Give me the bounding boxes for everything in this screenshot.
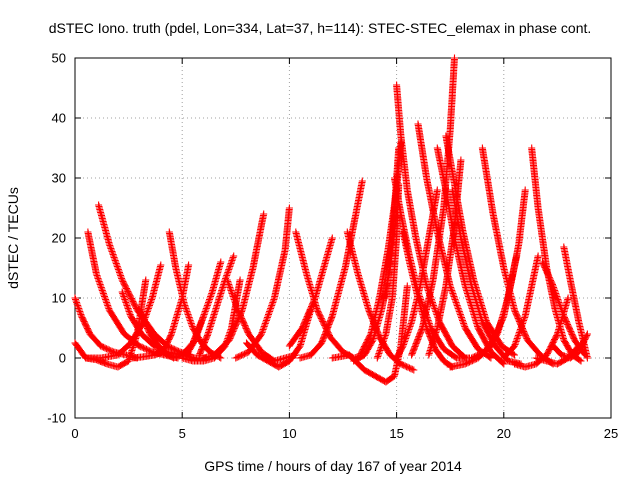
- data-point-markers: [200, 210, 268, 362]
- series-arc-12: [195, 252, 238, 359]
- data-point-markers: [532, 342, 583, 368]
- series-arc-11: [183, 258, 225, 359]
- data-point-markers: [195, 252, 238, 359]
- data-point-markers: [500, 252, 542, 362]
- x-tick-label: 10: [282, 426, 296, 441]
- axis-ticks: 0 5 10 15 20 25 -10 0 10 20 30 40 50: [47, 51, 618, 442]
- grid-lines: [75, 58, 611, 418]
- y-tick-label: 50: [52, 51, 66, 66]
- y-tick-label: 10: [52, 291, 66, 306]
- y-tick-label: 20: [52, 231, 66, 246]
- series-arc-14: [200, 210, 268, 362]
- y-tick-label: -10: [47, 411, 66, 426]
- data-point-markers: [183, 258, 225, 359]
- series-arc-5: [82, 276, 150, 371]
- data-point-markers: [82, 276, 150, 371]
- y-tick-label: 30: [52, 171, 66, 186]
- data-point-markers: [285, 234, 336, 350]
- x-tick-label: 5: [179, 426, 186, 441]
- x-axis-label: GPS time / hours of day 167 of year 2014: [204, 458, 462, 474]
- x-tick-label: 15: [389, 426, 403, 441]
- series-arc-31: [408, 54, 458, 359]
- series-arc-40: [500, 252, 542, 362]
- y-tick-label: 0: [59, 351, 66, 366]
- series-arc-19: [285, 234, 336, 350]
- data-point-markers: [408, 54, 458, 359]
- data-point-markers: [448, 186, 525, 368]
- data-series: [71, 54, 591, 386]
- y-axis-label: dSTEC / TECUs: [5, 187, 21, 289]
- chart-title: dSTEC Iono. truth (pdel, Lon=334, Lat=37…: [49, 20, 592, 36]
- y-tick-label: 40: [52, 111, 66, 126]
- series-arc-45: [532, 342, 583, 368]
- series-arc-35: [448, 186, 525, 368]
- x-tick-label: 25: [604, 426, 618, 441]
- x-tick-label: 0: [71, 426, 78, 441]
- x-tick-label: 20: [497, 426, 511, 441]
